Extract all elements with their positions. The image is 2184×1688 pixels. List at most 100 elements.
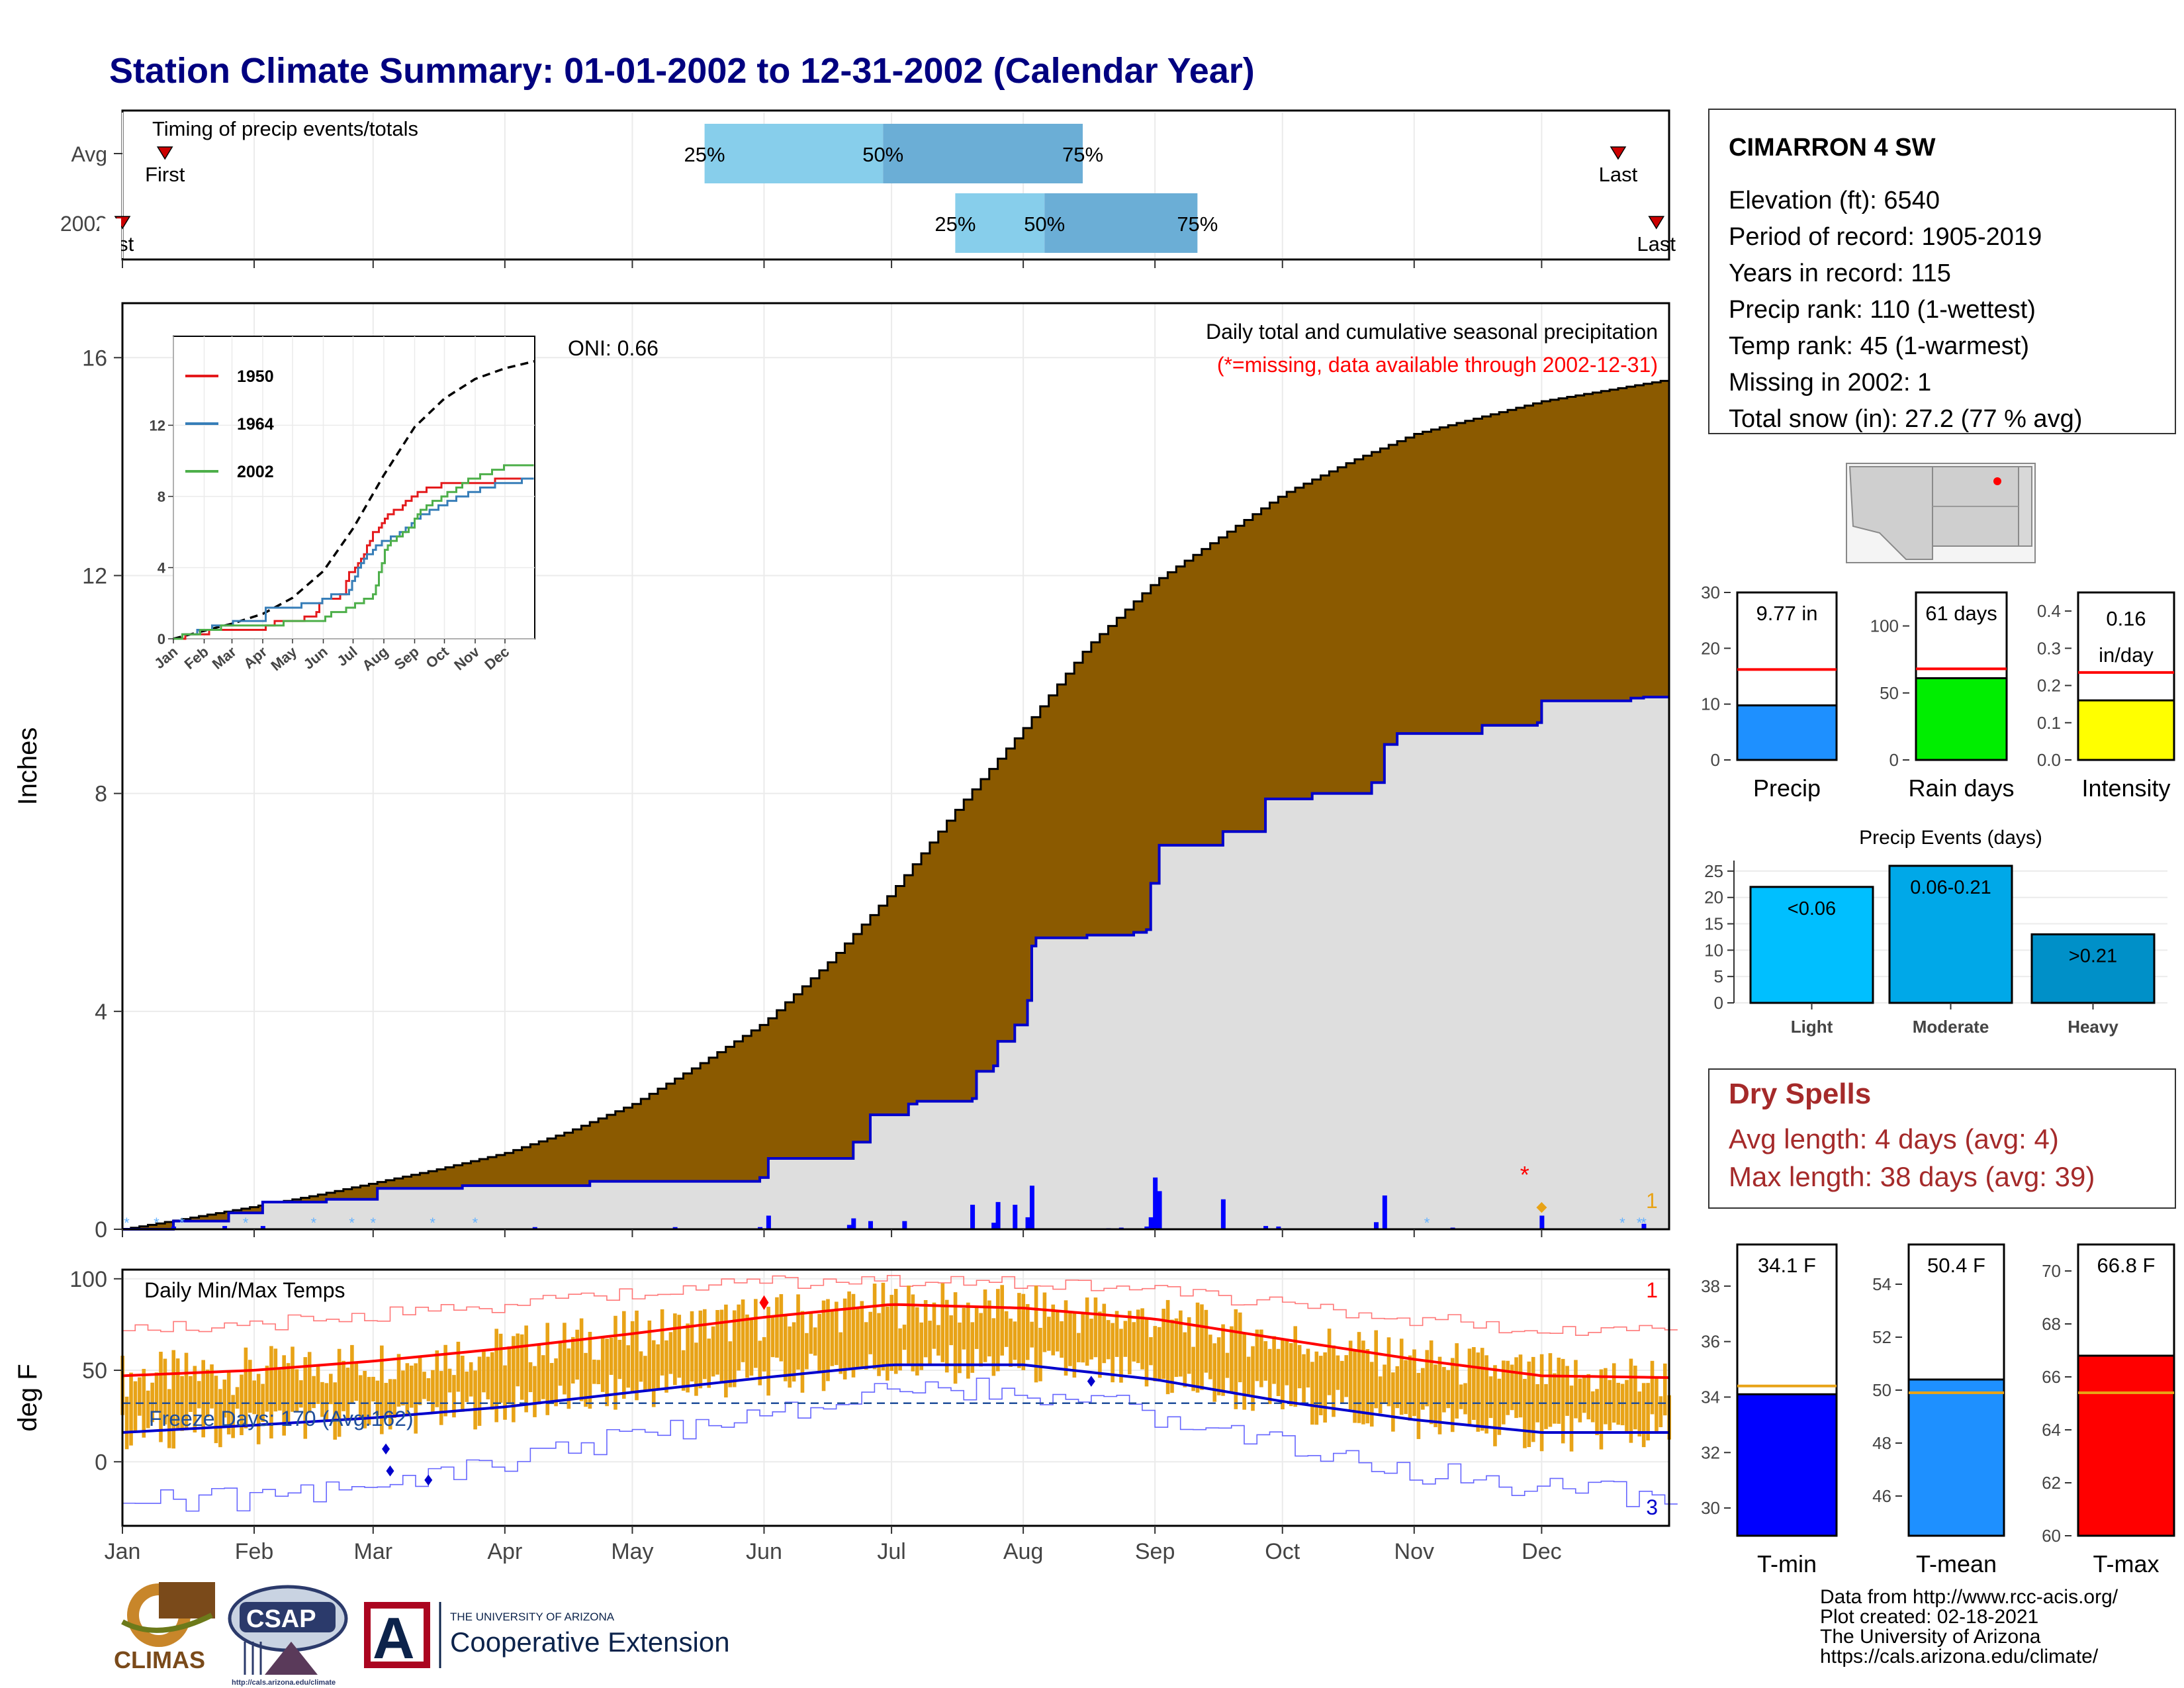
precip-title: Daily total and cumulative seasonal prec… (1206, 320, 1658, 344)
events-y-tick-label: 20 (1704, 888, 1723, 908)
timing-label-p25: 25% (934, 212, 976, 236)
daily-temp-bar (1128, 1311, 1132, 1375)
daily-temp-bar (1204, 1309, 1208, 1373)
daily-temp-bar (231, 1395, 235, 1438)
daily-temp-bar (851, 1293, 856, 1378)
summary-y-tick-label: 0.3 (2037, 638, 2061, 658)
daily-precip-bar (1539, 1215, 1545, 1229)
daily-temp-bar (465, 1371, 469, 1402)
daily-temp-bar (435, 1350, 439, 1407)
daily-temp-bar (1629, 1358, 1633, 1443)
month-label: Nov (1394, 1539, 1434, 1564)
summary-y-tick-label: 54 (1872, 1274, 1891, 1294)
daily-temp-bar (303, 1357, 308, 1439)
daily-temp-bar (579, 1318, 584, 1401)
daily-temp-bar (902, 1325, 907, 1350)
summary-y-tick-label: 100 (1870, 616, 1899, 636)
daily-temp-bar (596, 1360, 601, 1385)
daily-temp-bar (1459, 1384, 1463, 1409)
daily-temp-bar (1281, 1338, 1285, 1409)
daily-temp-bar (401, 1370, 405, 1406)
daily-temp-bar (1608, 1380, 1612, 1430)
daily-temp-bar (516, 1333, 520, 1387)
daily-temp-bar (1111, 1323, 1115, 1383)
summary-bar (1907, 1378, 2005, 1537)
daily-temp-bar (877, 1313, 881, 1376)
daily-temp-bar (936, 1325, 940, 1356)
daily-temp-bar (490, 1352, 494, 1410)
daily-temp-bar (1297, 1344, 1302, 1389)
daily-temp-bar (1327, 1329, 1332, 1395)
daily-temp-bar (1157, 1327, 1161, 1380)
daily-precip-bar (902, 1221, 907, 1229)
daily-temp-bar (1076, 1333, 1081, 1362)
daily-temp-bar (1153, 1326, 1158, 1382)
daily-temp-bar (520, 1334, 524, 1400)
daily-precip-bar (1029, 1186, 1034, 1229)
daily-precip-bar (1157, 1191, 1162, 1229)
daily-temp-bar (222, 1380, 227, 1418)
daily-temp-bar (1442, 1367, 1446, 1413)
daily-temp-bar (651, 1340, 656, 1407)
daily-precip-bar (260, 1226, 265, 1229)
daily-temp-bar (1446, 1370, 1451, 1409)
daily-temp-bar (295, 1369, 299, 1412)
daily-temp-bar (1149, 1336, 1153, 1366)
daily-precip-bar (532, 1227, 537, 1229)
summary-y-tick-label: 10 (1701, 694, 1720, 714)
daily-temp-bar (1165, 1299, 1170, 1395)
timing-last-marker (1610, 146, 1627, 160)
daily-temp-bar (218, 1389, 222, 1448)
daily-temp-bar (418, 1356, 422, 1405)
legend-label: 2002 (237, 463, 274, 481)
y-tick-label: 0 (95, 1450, 107, 1475)
daily-temp-bar (1051, 1304, 1056, 1356)
daily-temp-bar (1497, 1378, 1502, 1435)
daily-temp-bar (1578, 1378, 1582, 1423)
daily-temp-bar (626, 1345, 631, 1388)
month-label: Oct (1265, 1539, 1300, 1564)
summary-bar (1736, 704, 1838, 761)
timing-label-p50: 50% (1024, 212, 1065, 236)
daily-temp-bar (282, 1355, 286, 1436)
daily-temp-bar (796, 1294, 800, 1370)
daily-temp-bar (1450, 1358, 1455, 1432)
daily-temp-bar (528, 1362, 533, 1393)
daily-temp-bar (584, 1352, 588, 1407)
daily-temp-bar (1378, 1376, 1383, 1414)
daily-temp-bar (1216, 1337, 1221, 1395)
timing-label-last: Last (1599, 163, 1638, 186)
summary-y-tick-label: 30 (1701, 1498, 1720, 1518)
mask (99, 218, 121, 258)
daily-temp-bar (575, 1329, 579, 1380)
daily-temp-bar (171, 1350, 176, 1449)
inset-frame (173, 336, 535, 639)
daily-temp-bar (1238, 1312, 1242, 1383)
daily-temp-bar (1259, 1329, 1263, 1387)
daily-temp-bar (1514, 1357, 1518, 1419)
daily-temp-bar (779, 1294, 784, 1362)
daily-temp-bar (312, 1376, 316, 1409)
timing-label-last: Last (1637, 232, 1676, 256)
daily-temp-bar (1174, 1318, 1179, 1378)
daily-temp-bar (1429, 1340, 1433, 1425)
station-line: Years in record: 115 (1729, 259, 1951, 287)
daily-temp-bar (1200, 1304, 1204, 1390)
daily-temp-bar (1289, 1342, 1293, 1407)
station-line: Temp rank: 45 (1-warmest) (1729, 332, 2029, 360)
inset-series-line (173, 477, 534, 640)
daily-temp-bar (966, 1302, 970, 1379)
daily-temp-bar (1493, 1365, 1497, 1446)
daily-temp-bar (788, 1326, 792, 1388)
daily-temp-bar (1089, 1319, 1093, 1360)
summary-x-label: T-max (2093, 1550, 2159, 1577)
daily-temp-bar (1646, 1383, 1650, 1441)
daily-temp-bar (1093, 1297, 1098, 1358)
daily-temp-bar (1318, 1356, 1323, 1415)
summary-y-tick-label: 32 (1701, 1442, 1720, 1462)
daily-temp-bar (1251, 1346, 1255, 1411)
daily-temp-bar (1582, 1375, 1586, 1413)
daily-temp-bar (1535, 1384, 1539, 1423)
daily-temp-bar (741, 1299, 745, 1362)
ua-logo-top: THE UNIVERSITY OF ARIZONA (450, 1611, 615, 1623)
